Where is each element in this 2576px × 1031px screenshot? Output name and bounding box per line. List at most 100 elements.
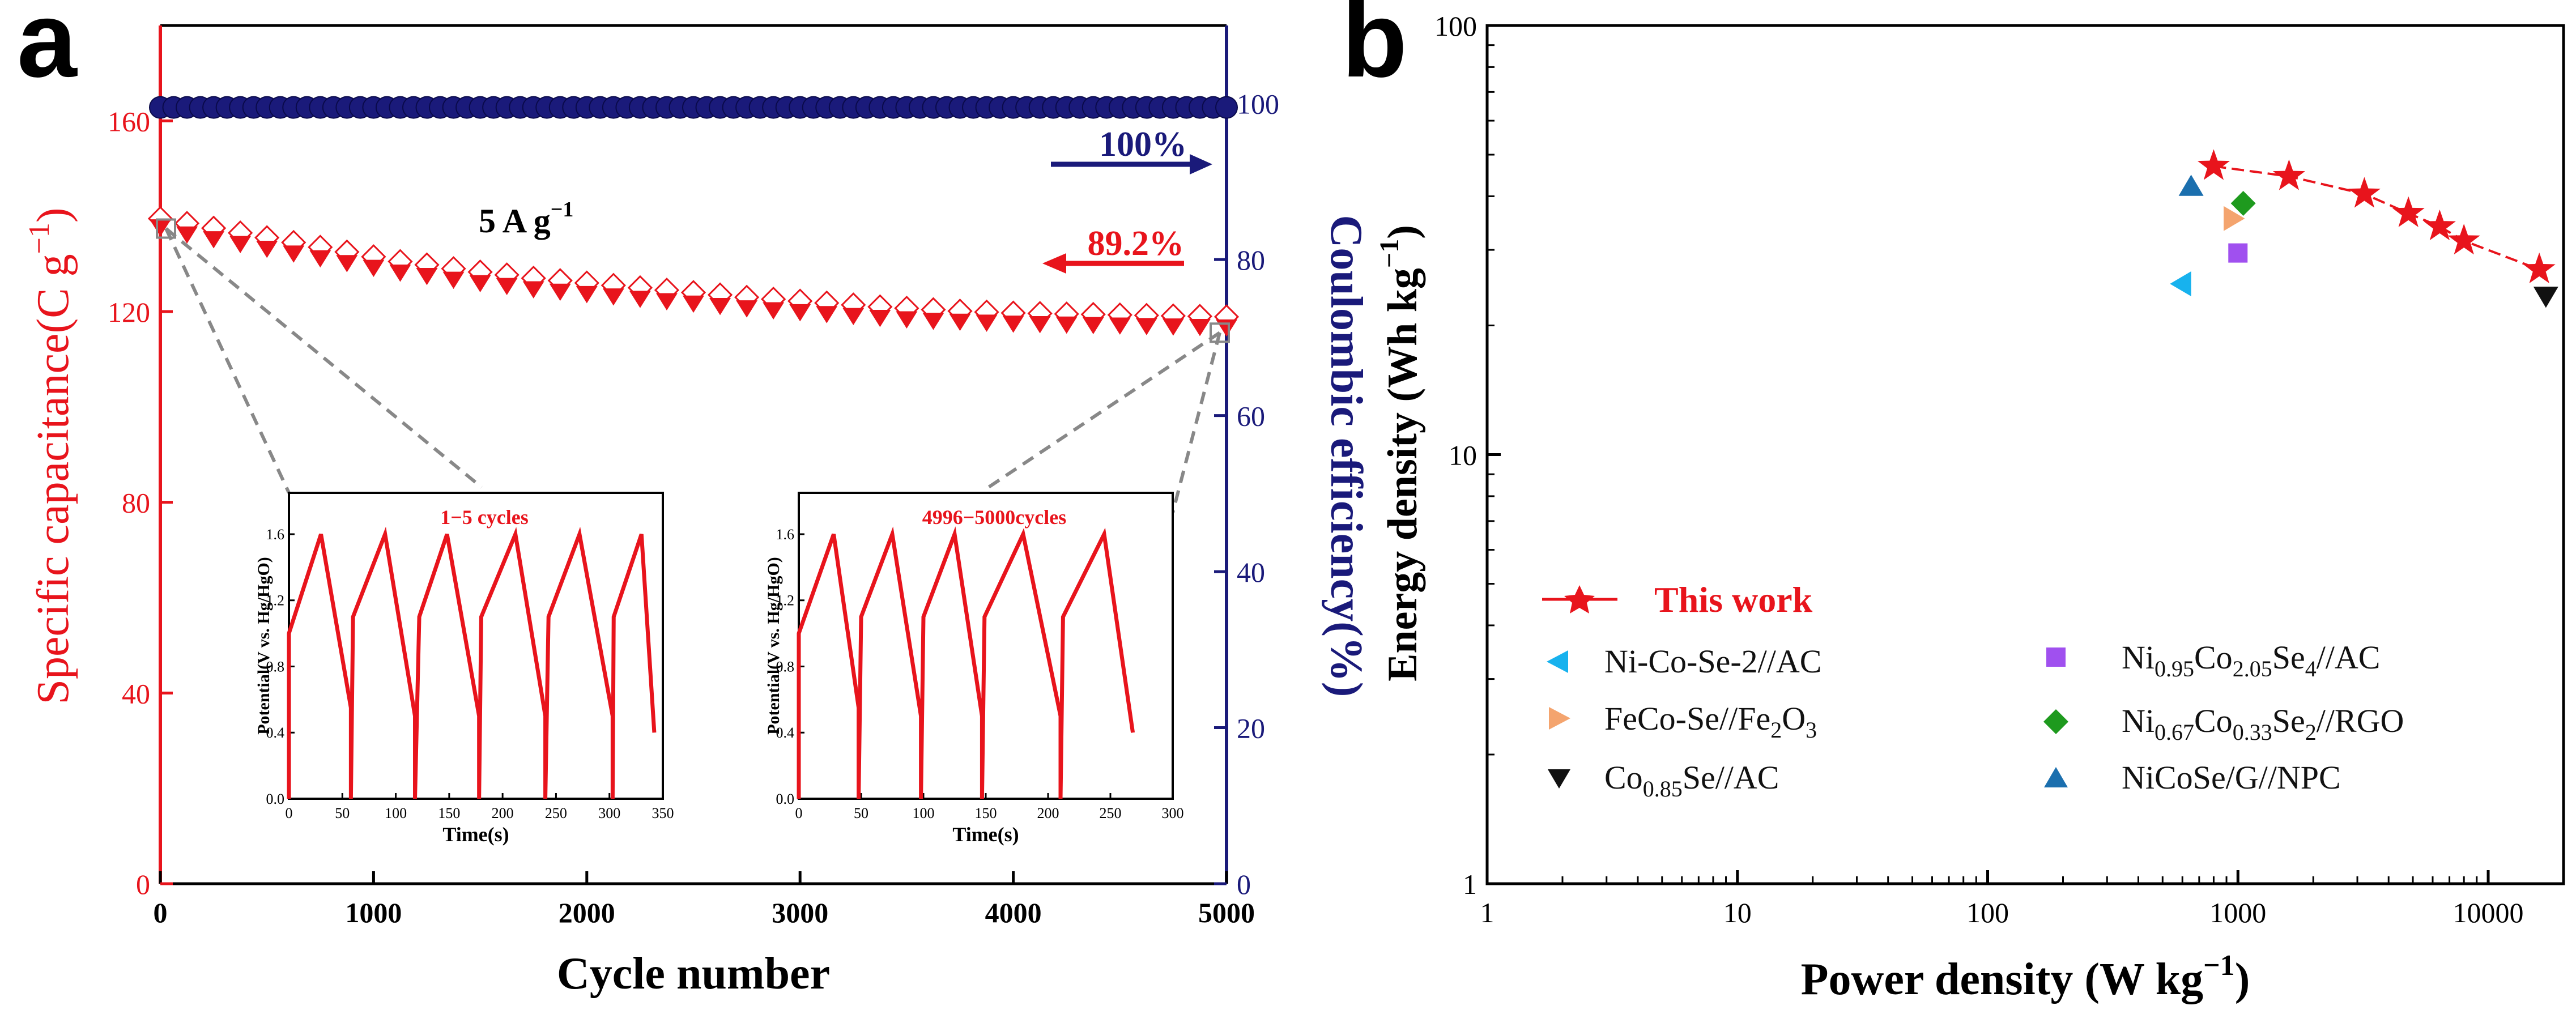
condition-label: 5 A g−1 <box>479 198 573 240</box>
panel-b-label: b <box>1342 0 1407 100</box>
this-work-point <box>2447 224 2480 255</box>
capacitance-filled-point <box>1055 316 1078 334</box>
right-tick-label: 40 <box>1237 556 1265 588</box>
legend-fecose-label: FeCo-Se//Fe2O3 <box>1604 700 1817 743</box>
capacitance-filled-point <box>442 271 465 289</box>
feco-se-fe2o3-point <box>2224 206 2245 231</box>
inset-x-tick-label: 200 <box>492 805 514 821</box>
ni0-95co2-05se4-ac-point <box>2228 243 2248 263</box>
capacitance-filled-point <box>549 283 571 301</box>
capacitance-filled-point <box>789 304 811 322</box>
capacitance-filled-point <box>683 295 704 313</box>
inset-y-tick-label: 0.0 <box>266 791 285 807</box>
capacitance-filled-point <box>522 281 544 299</box>
legend-ni067-label: Ni0.67Co0.33Se2//RGO <box>2122 702 2404 745</box>
legend-triangle-left-icon <box>1547 650 1568 673</box>
capacitance-filled-point <box>1109 317 1131 335</box>
legend-co085-label: Co0.85Se//AC <box>1604 759 1779 802</box>
inset-1-gcd-curve <box>287 526 657 799</box>
capacitance-filled-point <box>709 297 731 316</box>
inset-1-guide-right <box>165 227 483 489</box>
panel-a-x-ticks: 0 1000 2000 3000 4000 5000 <box>154 871 1255 928</box>
capacitance-filled-point <box>869 310 891 327</box>
panel-a-right-ticks: 0 20 40 60 80 100 <box>1214 88 1279 900</box>
right-tick-label: 100 <box>1237 88 1279 120</box>
x-tick-label: 100 <box>1966 897 2009 928</box>
capacitance-filled-point <box>655 293 678 310</box>
panel-a-label: a <box>17 0 78 100</box>
inset-2-title: 4996−5000cycles <box>922 506 1066 529</box>
inset-x-tick-label: 250 <box>1100 805 1122 821</box>
legend-triangle-right-icon <box>1549 707 1570 730</box>
retention-label: 89.2% <box>1088 224 1185 263</box>
capacitance-filled-point <box>1082 317 1104 335</box>
x-tick-label: 3000 <box>772 897 828 928</box>
panel-b-xlabel: Power density (W kg−1) <box>1801 949 2250 1004</box>
inset-1: 0 50 100 150 200 250 300 350 0.0 0.4 0.8 1.2 1.6 1−5… <box>254 492 674 846</box>
legend-diamond-icon <box>2043 709 2068 734</box>
this-work-point <box>2423 209 2456 241</box>
x-tick-label: 5000 <box>1198 897 1255 928</box>
left-tick-label: 120 <box>108 296 150 328</box>
inset-2: 0 50 100 150 200 250 300 0.0 0.4 0.8 1.2 1.6 4996−5… <box>764 492 1184 846</box>
inset-2-source-square <box>1210 322 1230 343</box>
inset-2-ticks: 0 50 100 150 200 250 300 0.0 0.4 0.8 1.2 1.6 <box>776 526 1184 821</box>
capacitance-filled-point <box>283 245 305 263</box>
capacitance-filled-point <box>736 300 758 318</box>
capacitance-filled-point <box>576 286 598 304</box>
capacitance-filled-point <box>1002 316 1024 333</box>
legend-triangle-down-icon <box>1548 769 1570 789</box>
inset-1-guide-left <box>164 228 291 494</box>
inset-y-tick-label: 0.0 <box>776 791 795 807</box>
capacitance-filled-point <box>389 265 411 282</box>
x-tick-label: 1000 <box>2209 897 2266 928</box>
capacitance-filled-series <box>150 219 1237 337</box>
inset-x-tick-label: 150 <box>975 805 997 821</box>
capacitance-filled-point <box>203 231 225 249</box>
panel-b-x-ticks: 1 10 100 1000 10000 <box>1480 870 2565 928</box>
inset-1-source-square <box>156 218 176 239</box>
panel-b-ylabel: Energy density (Wh kg−1) <box>1374 225 1426 681</box>
y-tick-label: 100 <box>1434 10 1477 42</box>
coulombic-efficiency-series <box>149 96 1238 119</box>
panel-b-data-points <box>2170 149 2558 308</box>
legend-ni095-label: Ni0.95Co2.05Se4//AC <box>2122 639 2381 681</box>
left-tick-label: 160 <box>108 105 150 137</box>
right-tick-label: 0 <box>1237 868 1251 900</box>
capacitance-filled-point <box>896 311 918 329</box>
left-tick-label: 40 <box>122 678 150 709</box>
capacitance-filled-point <box>1135 318 1157 335</box>
capacitance-filled-point <box>363 259 385 278</box>
inset-x-tick-label: 300 <box>1162 805 1184 821</box>
panel-a-ylabel-right: Coulombic efficiency(%) <box>1321 215 1371 697</box>
ni-co-se-2-ac-point <box>2170 271 2191 297</box>
inset-x-tick-label: 100 <box>913 805 935 821</box>
inset-y-tick-label: 1.2 <box>776 593 795 609</box>
y-tick-label: 1 <box>1463 868 1477 900</box>
capacitance-filled-point <box>763 302 785 319</box>
inset-x-tick-label: 0 <box>795 805 803 821</box>
capacitance-filled-point <box>602 288 624 306</box>
inset-x-tick-label: 250 <box>545 805 567 821</box>
legend-this-work-label: This work <box>1654 580 1813 620</box>
inset-y-tick-label: 1.2 <box>266 593 285 609</box>
x-tick-label: 4000 <box>985 897 1042 928</box>
panel-b-frame <box>1485 24 2565 885</box>
co0-85se-ac-point <box>2533 287 2558 308</box>
inset-x-tick-label: 300 <box>598 805 620 821</box>
this-work-line <box>2213 165 2540 271</box>
inset-2-ylabel: Potential(V vs. Hg/HgO) <box>764 557 783 735</box>
capacitance-filled-point <box>176 226 198 244</box>
inset-1-ticks: 0 50 100 150 200 250 300 350 0.0 0.4 0.8 1.2 1.6 <box>266 526 674 821</box>
nicose-g-npc-point <box>2178 174 2204 196</box>
inset-x-tick-label: 100 <box>385 805 407 821</box>
capacitance-filled-point <box>469 275 491 292</box>
legend-nicoseg-label: NiCoSe/G//NPC <box>2122 759 2341 796</box>
capacitance-filled-point <box>629 291 651 308</box>
inset-x-tick-label: 350 <box>652 805 674 821</box>
legend-star-icon <box>1564 585 1595 614</box>
efficiency-label: 100% <box>1099 125 1187 164</box>
inset-2-xlabel: Time(s) <box>952 823 1019 846</box>
panel-a-xlabel: Cycle number <box>557 949 830 999</box>
